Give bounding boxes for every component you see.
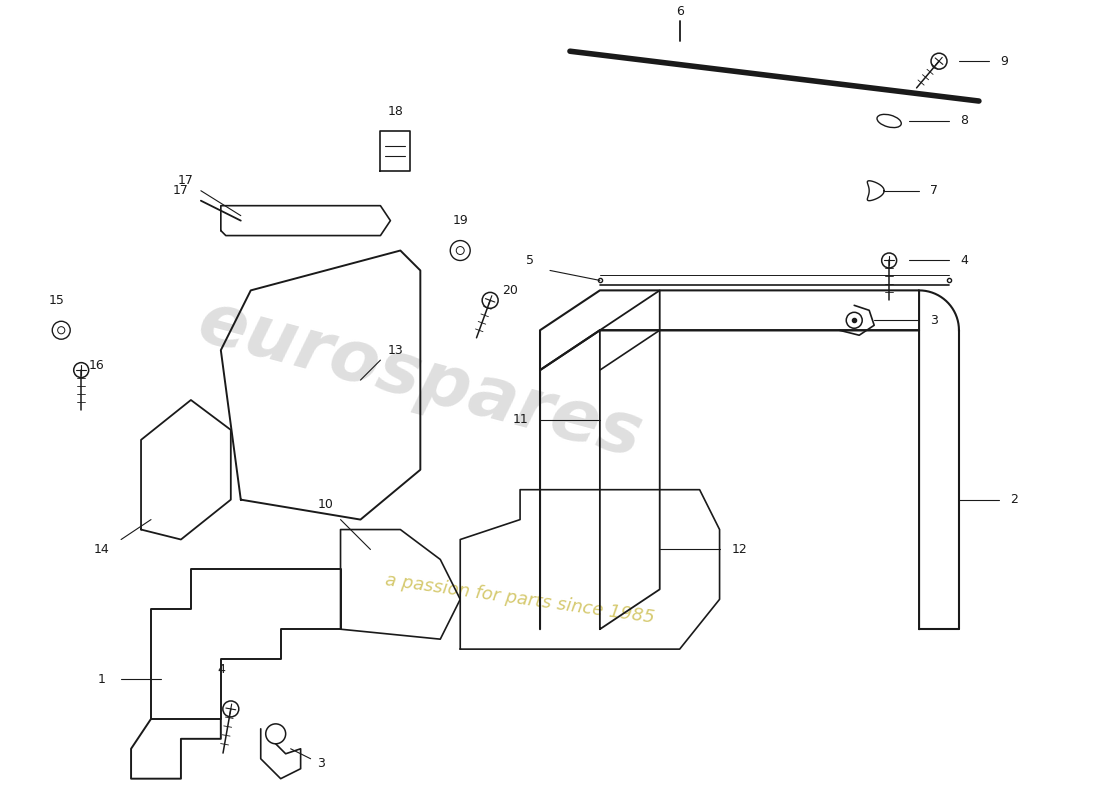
Text: 15: 15	[48, 294, 64, 307]
Text: eurospares: eurospares	[190, 288, 650, 473]
Text: 20: 20	[503, 284, 518, 297]
Text: 12: 12	[732, 543, 747, 556]
Text: 10: 10	[318, 498, 333, 511]
Text: 4: 4	[960, 254, 968, 267]
Text: 7: 7	[930, 184, 938, 198]
Text: 19: 19	[452, 214, 469, 227]
Text: 1: 1	[97, 673, 106, 686]
Text: 3: 3	[317, 758, 324, 770]
Text: 13: 13	[387, 344, 404, 357]
Text: 9: 9	[1000, 54, 1008, 68]
Text: 3: 3	[931, 314, 938, 326]
Text: 2: 2	[1010, 493, 1018, 506]
Text: 11: 11	[513, 414, 528, 426]
Text: 17: 17	[173, 184, 189, 198]
Text: 6: 6	[675, 5, 683, 18]
Text: 16: 16	[88, 358, 104, 372]
Text: a passion for parts since 1985: a passion for parts since 1985	[384, 571, 656, 627]
Text: 8: 8	[960, 114, 968, 127]
Text: 14: 14	[94, 543, 109, 556]
Text: 4: 4	[217, 662, 224, 675]
Text: 5: 5	[526, 254, 535, 267]
Text: 18: 18	[387, 105, 404, 118]
Text: 17: 17	[178, 174, 194, 187]
